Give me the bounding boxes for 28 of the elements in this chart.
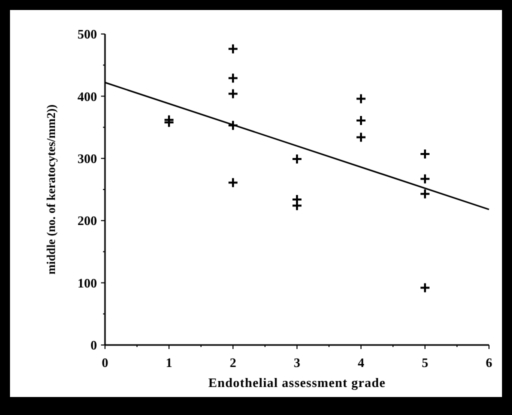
x-tick-label: 5 <box>422 355 429 370</box>
y-tick-label: 0 <box>90 338 97 353</box>
y-axis-title: middle (no. of keratocytes/mm2)) <box>44 104 58 274</box>
point <box>420 188 430 200</box>
point <box>420 282 430 294</box>
y-tick-label: 200 <box>78 213 97 228</box>
point <box>420 173 430 184</box>
x-tick-label: 3 <box>294 355 301 370</box>
point <box>356 93 366 104</box>
point <box>228 88 238 100</box>
point <box>228 177 238 188</box>
x-axis-title: Endothelial assessment grade <box>208 375 386 390</box>
point <box>356 114 366 126</box>
x-tick-label: 6 <box>486 355 493 370</box>
x-tick-label: 1 <box>166 355 172 370</box>
x-tick-label: 4 <box>358 355 365 370</box>
y-tick-label: 300 <box>78 150 97 166</box>
y-tick-label: 500 <box>78 26 97 42</box>
y-tick-label: 400 <box>78 88 97 104</box>
x-tick-label: 2 <box>230 355 236 370</box>
point <box>228 120 238 131</box>
point <box>228 72 238 84</box>
point <box>356 132 366 143</box>
point <box>292 154 302 165</box>
x-tick-label: 0 <box>102 355 108 370</box>
point <box>228 43 238 54</box>
point <box>420 148 430 160</box>
y-tick-label: 100 <box>78 275 97 290</box>
